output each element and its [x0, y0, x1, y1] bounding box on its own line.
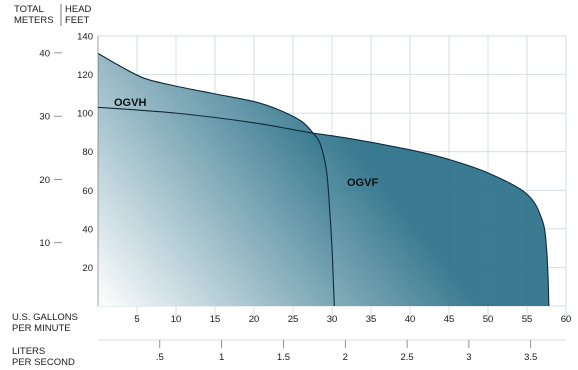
feet-axis-title-line2: FEET [65, 15, 89, 26]
feet-tick-label: 40 [82, 224, 93, 235]
gpm-tick-label: 45 [444, 314, 455, 325]
meters-tick-label: 20 [39, 175, 50, 186]
feet-tick-label: 140 [77, 32, 93, 43]
lps-tick-label: 2 [343, 352, 348, 363]
gpm-tick-label: 40 [405, 314, 416, 325]
feet-axis-title-line1: HEAD [65, 4, 92, 15]
gpm-tick-label: 55 [522, 314, 533, 325]
feet-tick-label: 80 [82, 147, 93, 158]
meters-tick-label: 30 [39, 112, 50, 123]
feet-tick-label: 20 [82, 263, 93, 274]
lps-axis-title-line1: LITERS [12, 346, 45, 357]
series-label-ogvf: OGVF [347, 177, 378, 189]
tick-layer: 20 40 60 80 100 120 140 10 20 30 40 5 10 15 20 25 30 35 40… [39, 32, 571, 364]
feet-tick-label: 60 [82, 186, 93, 197]
series-label-ogvh: OGVH [114, 97, 146, 109]
left-axis-title-line1: TOTAL [14, 4, 44, 15]
gpm-tick-label: 35 [366, 314, 377, 325]
left-axis-title-line2: METERS [14, 15, 54, 26]
gpm-tick-label: 20 [249, 314, 260, 325]
lps-tick-label: 3.5 [524, 352, 537, 363]
series-area-ogvf [98, 107, 549, 306]
gpm-tick-label: 5 [134, 314, 139, 325]
feet-tick-label: 100 [77, 109, 93, 120]
feet-tick-label: 120 [77, 70, 93, 81]
lps-tick-label: 2.5 [400, 352, 413, 363]
gpm-tick-label: 30 [327, 314, 338, 325]
lps-tick-label: 3 [466, 352, 471, 363]
lps-tick-label: .5 [156, 352, 164, 363]
gpm-tick-label: 50 [483, 314, 494, 325]
gpm-tick-label: 25 [288, 314, 299, 325]
area-layer [97, 52, 550, 307]
series-line-ogvf [97, 106, 550, 307]
gpm-axis-title-line2: PER MINUTE [12, 323, 71, 334]
lps-tick-label: 1 [219, 352, 224, 363]
gpm-tick-label: 10 [171, 314, 182, 325]
meters-tick-label: 10 [39, 238, 50, 249]
lps-axis-title-line2: PER SECOND [12, 357, 75, 368]
gpm-axis-title-line1: U.S. GALLONS [12, 312, 78, 323]
gpm-tick-label: 60 [561, 314, 572, 325]
lps-tick-label: 1.5 [277, 352, 290, 363]
meters-tick-label: 40 [39, 48, 50, 59]
gpm-tick-label: 15 [210, 314, 221, 325]
series-line-ogvh [97, 52, 335, 307]
